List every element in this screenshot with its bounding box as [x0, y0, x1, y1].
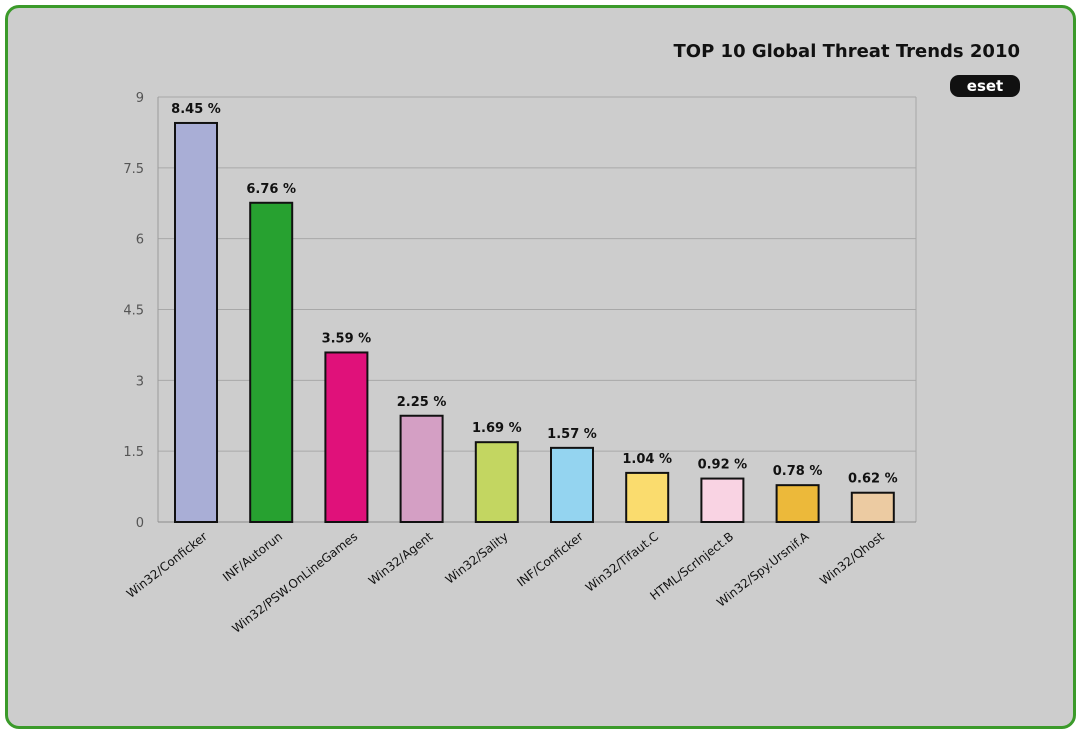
x-tick-label: Win32/Tifaut.C: [583, 529, 661, 594]
data-label: 1.04 %: [622, 452, 672, 467]
bars: [174, 121, 895, 524]
bar: [399, 414, 444, 523]
bar: [474, 441, 519, 524]
bar: [775, 484, 820, 523]
data-label: 2.25 %: [397, 395, 447, 410]
y-tick-label: 9: [136, 91, 144, 106]
x-tick-label: Win32/Conficker: [124, 529, 210, 601]
chart-title: TOP 10 Global Threat Trends 2010: [674, 41, 1021, 62]
data-label: 0.78 %: [773, 464, 823, 479]
y-tick-label: 0: [136, 516, 144, 531]
data-label: 0.92 %: [698, 458, 748, 473]
data-label: 1.69 %: [472, 421, 522, 436]
x-tick-label: Win32/Agent: [366, 529, 436, 588]
x-tick-label: INF/Autorun: [220, 529, 285, 584]
eset-logo: eset: [950, 75, 1020, 97]
bar: [174, 121, 218, 523]
data-label: 6.76 %: [246, 182, 296, 197]
eset-logo-badge: [950, 75, 1020, 97]
data-label: 1.57 %: [547, 427, 597, 442]
eset-logo-text: eset: [967, 77, 1003, 95]
x-tick-label: Win32/Qhost: [817, 529, 887, 588]
data-label: 0.62 %: [848, 472, 898, 487]
y-tick-label: 3: [136, 374, 144, 389]
y-tick-label: 1.5: [123, 445, 144, 460]
bar: [324, 351, 369, 523]
bar: [550, 446, 594, 523]
x-tick-label: Win32/PSW.OnLineGames: [229, 529, 360, 635]
bar: [700, 477, 745, 523]
x-tick-label: Win32/Sality: [443, 529, 511, 586]
bar: [625, 471, 670, 523]
y-tick-label: 7.5: [123, 162, 144, 177]
data-label: 3.59 %: [322, 331, 372, 346]
labels: 0 1.5 3 4.5 6 7.5 9 8.45 % Win32/Conficker 6.76 %…: [123, 91, 897, 636]
bar: [850, 491, 895, 524]
x-tick-label: INF/Conficker: [514, 529, 586, 589]
bar: [249, 201, 294, 523]
y-tick-label: 6: [136, 233, 144, 248]
data-label: 8.45 %: [171, 102, 221, 117]
y-tick-label: 4.5: [123, 304, 144, 319]
